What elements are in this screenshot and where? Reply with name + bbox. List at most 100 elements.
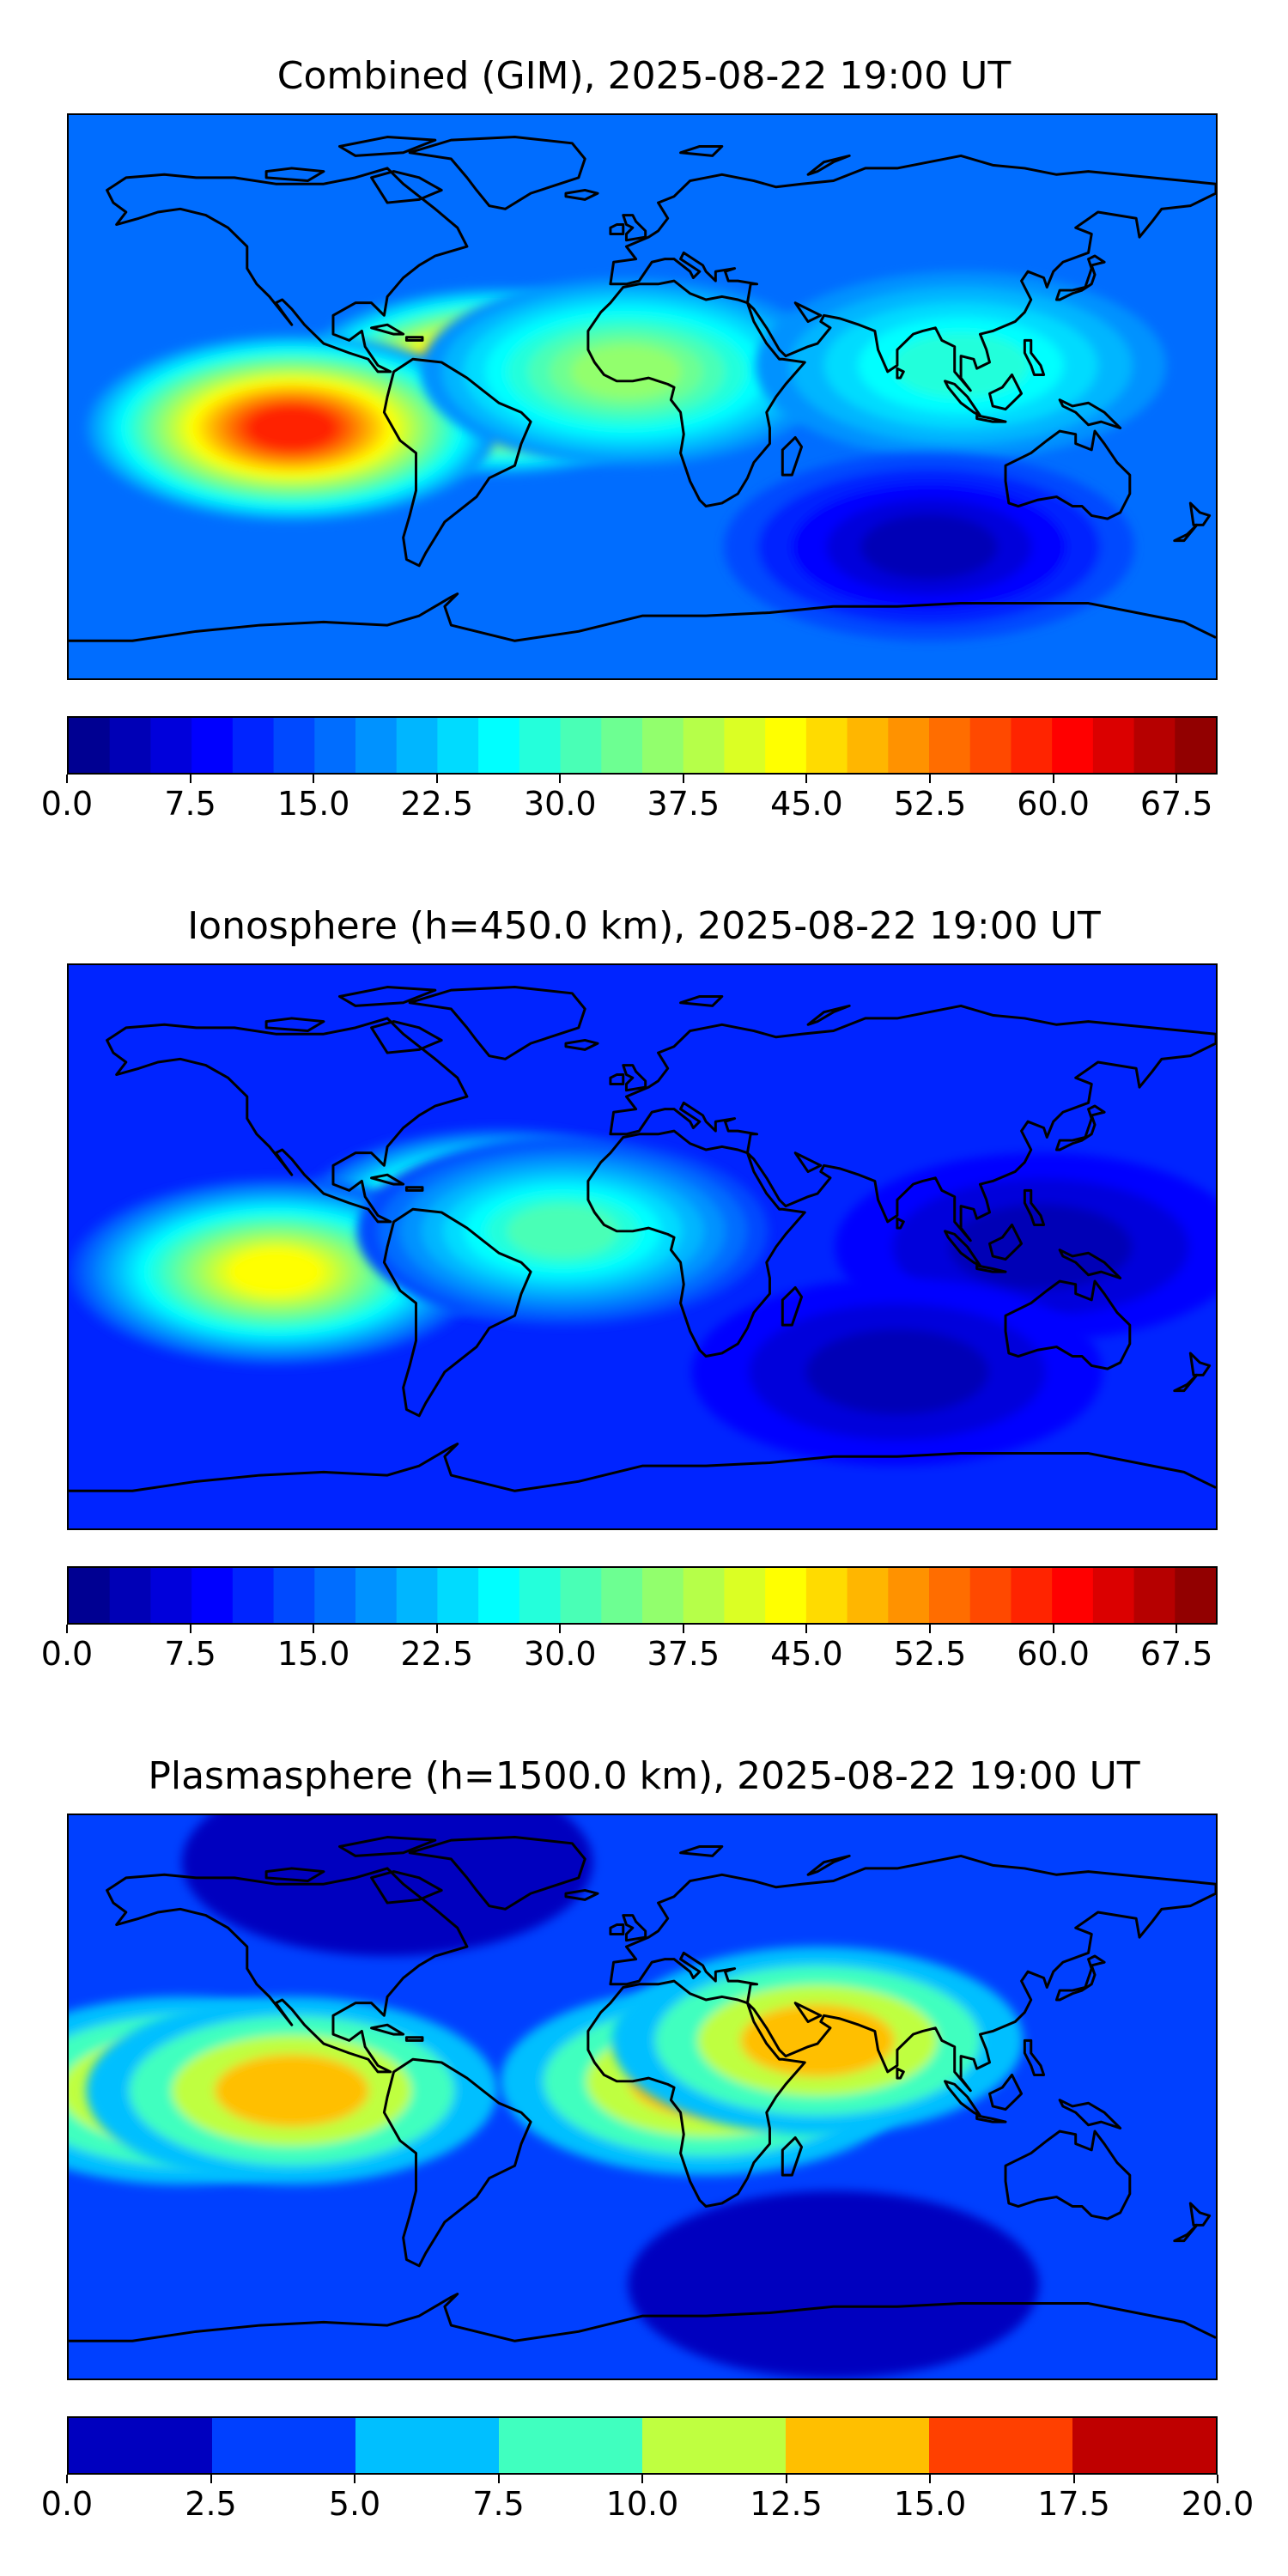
colorbar-tick [1052,775,1054,783]
coastline-cuba [370,323,405,336]
contour-level [860,514,998,580]
coastline-north-america [106,1867,469,2074]
coastline-sumatra [944,2080,981,2117]
coastline-borneo [987,373,1024,411]
colorbar-level [314,718,356,773]
colorbar-level [69,718,111,773]
coastline-iceland [564,188,599,201]
coastline-philippines [1023,1188,1046,1226]
colorbar-level [929,2418,1073,2473]
coastline-madagascar [781,1285,804,1327]
colorbar-level [969,1568,1012,1623]
coastline-britain [622,1064,647,1092]
colorbar-level [642,1568,684,1623]
combined-tec-map [67,113,1218,680]
coastline-java [975,1264,1007,1273]
ionosphere-colorbar [67,1566,1218,1625]
contour-level [805,1329,989,1415]
colorbar-level [519,1568,562,1623]
colorbar-level [969,718,1012,773]
colorbar-level [1052,718,1094,773]
colorbar-level [355,2418,500,2473]
colorbar-level [109,1568,152,1623]
coastline-new-guinea [1058,398,1122,429]
colorbar-level [683,1568,726,1623]
tec-feature [181,1815,593,1956]
colorbar-tick-label: 22.5 [400,1635,474,1673]
coastline-nz-south [1173,2223,1199,2243]
coastlines [69,136,1216,642]
colorbar-level [847,1568,889,1623]
contour-level [507,1204,619,1258]
colorbar-level [232,718,275,773]
tec-feature [611,1947,1024,2135]
chart-title: Combined (GIM), 2025-08-22 19:00 UT [276,54,1012,98]
colorbar-level [765,1568,807,1623]
coastline-africa [586,1979,806,2208]
contour-level [228,1249,324,1295]
colorbar-tick [66,775,68,783]
coastline-svalbard [679,994,724,1007]
tec-feature [356,1137,769,1326]
colorbar-tick [66,2475,68,2483]
plasmasphere-colorbar [67,2416,1218,2475]
colorbar-tick [189,775,191,783]
colorbar-level [1092,718,1135,773]
colorbar-level [888,718,930,773]
coastline-africa [586,1129,806,1358]
coastline-iceland [564,1038,599,1051]
coastline-nz-south [1173,1373,1199,1393]
colorbar-level [1133,1568,1176,1623]
colorbar-tick-label: 7.5 [472,2485,525,2523]
colorbar-level [355,1568,398,1623]
colorbar-tick-label: 52.5 [893,1635,967,1673]
coastline-victoria-island [264,1867,325,1883]
coastline-arabia-gulf-shape [793,2002,823,2024]
coastline-greenland [408,1836,586,1911]
coastline-novaya-zemlya [806,154,851,176]
coastline-hispaniola [404,2036,424,2042]
coastline-cuba [370,1173,405,1186]
colorbar-tick-label: 5.0 [328,2485,381,2523]
coastline-new-zealand [1188,2202,1212,2227]
colorbar-tick-label: 37.5 [647,1635,720,1673]
colorbar-tick [929,775,931,783]
contour-level [215,2054,369,2127]
colorbar-level [929,718,971,773]
tec-feature [628,2190,1039,2379]
coastline-baffin [370,1870,443,1905]
colorbar-tick [435,775,438,783]
coastline-japan [1054,254,1106,301]
colorbar-tick-label: 7.5 [164,785,216,823]
colorbar-level [314,1568,356,1623]
colorbar-level [478,718,520,773]
coastline-australia [1004,429,1132,520]
colorbar-level [150,1568,192,1623]
colorbar-tick [805,775,808,783]
colorbar-tick [1217,2475,1218,2483]
colorbar-level [1011,1568,1053,1623]
coastline-north-america [106,167,469,374]
colorbar-tick-label: 2.5 [185,2485,237,2523]
coastline-borneo [987,2073,1024,2111]
colorbar-tick-label: 60.0 [1017,785,1090,823]
colorbar-tick [66,1625,68,1633]
coastline-new-guinea [1058,2099,1122,2129]
colorbar-tick-label: 45.0 [770,785,843,823]
colorbar-tick [641,2475,643,2483]
coastline-philippines [1023,2038,1046,2076]
coastlines [69,986,1216,1492]
coastline-ireland [609,1923,625,1935]
tec-feature [86,334,498,522]
colorbar-level [519,718,562,773]
ionosphere-colorbar-ticks: 0.0 7.5 15.0 22.5 30.0 37.5 45.0 52.5 60.0 67.5 [41,1625,1218,1676]
colorbar-level [683,718,726,773]
coastline-svalbard [679,1844,724,1857]
coastline-ellesmere [337,136,437,157]
colorbar-level [437,718,479,773]
colorbar-level [805,1568,848,1623]
colorbar-tick-label: 15.0 [276,1635,350,1673]
coastline-ellesmere [337,1836,437,1857]
colorbar-tick [313,1625,315,1633]
colorbar-level [355,718,398,773]
